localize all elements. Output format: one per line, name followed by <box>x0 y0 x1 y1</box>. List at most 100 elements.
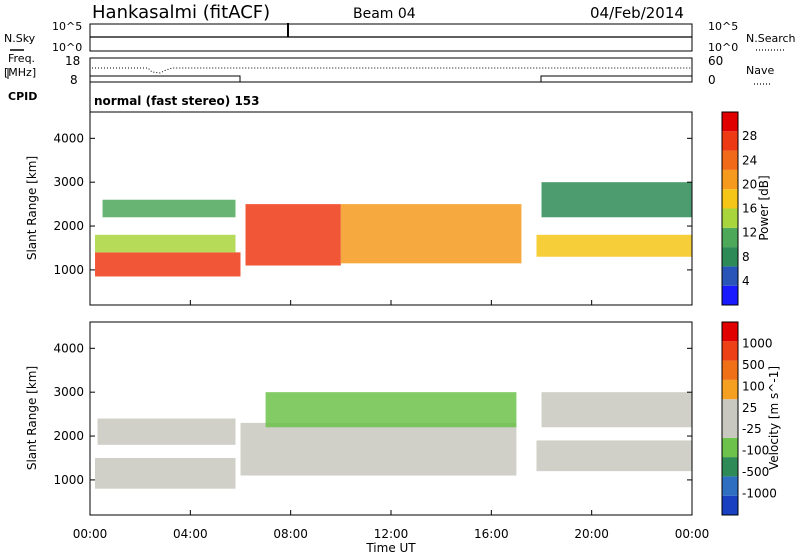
x-tick-0: 00:00 <box>73 527 108 541</box>
velocity-colorbar-cell-1 <box>722 476 738 496</box>
power-region-5 <box>536 234 692 257</box>
power-region-2 <box>102 199 236 218</box>
velocity-colorbar-cell-0 <box>722 495 738 515</box>
velocity-region-4 <box>536 440 692 472</box>
velocity-ylabel: Slant Range [km] <box>25 366 39 470</box>
velocity-colorbar-cell-4 <box>722 418 738 438</box>
power-colorbar-tick-0: 28 <box>742 129 757 143</box>
freq-label-2: [MHz] <box>4 66 36 79</box>
power-colorbar-cell-3 <box>722 227 738 248</box>
x-tick-1: 04:00 <box>173 527 208 541</box>
velocity-colorbar-cell-2 <box>722 457 738 477</box>
power-panel: 4000 3000 2000 1000 Slant Range [km] 28 24 20… <box>25 111 771 306</box>
velocity-colorbar-cell-3 <box>722 437 738 458</box>
velocity-panel: 4000 3000 2000 1000 Slant Range [km] 1000 50… <box>25 321 781 516</box>
power-colorbar-cell-4 <box>722 208 738 228</box>
power-colorbar-cell-2 <box>722 247 738 267</box>
power-ylabel: Slant Range [km] <box>25 156 39 260</box>
cpid-panel: CPID normal (fast stereo) 153 <box>8 82 260 112</box>
power-colorbar-tick-5: 8 <box>742 250 750 264</box>
station-title: Hankasalmi (fitACF) <box>92 2 270 23</box>
velocity-colorbar-tick-1: 500 <box>742 358 765 372</box>
velocity-colorbar-tick-7: -1000 <box>742 487 777 501</box>
x-axis-ticks: 00:00 04:00 08:00 12:00 16:00 20:00 00:00 <box>73 300 710 541</box>
velocity-region-5 <box>541 392 692 428</box>
velocity-region-1 <box>97 418 236 445</box>
power-ytick-2: 2000 <box>53 219 84 233</box>
nsearch-label: N.Search <box>746 32 796 45</box>
power-data-layer <box>95 182 692 277</box>
nave-label: Nave <box>746 64 774 77</box>
power-region-0 <box>95 252 241 277</box>
x-tick-2: 08:00 <box>273 527 308 541</box>
freq-tick-top: 18 <box>65 54 80 68</box>
power-colorbar-cell-1 <box>722 266 738 286</box>
velocity-ytick-2: 2000 <box>53 429 84 443</box>
nave-tick-top: 60 <box>708 54 723 68</box>
power-colorbar-frame <box>721 111 739 306</box>
power-colorbar-cell-9 <box>722 112 738 132</box>
power-colorbar-tick-1: 24 <box>742 153 757 167</box>
date-title: 04/Feb/2014 <box>590 4 684 22</box>
power-y-ticks: 4000 3000 2000 1000 <box>53 131 692 277</box>
nsky-tick-top: 10^5 <box>52 20 82 33</box>
power-region-6 <box>541 182 692 218</box>
power-colorbar-tick-2: 20 <box>742 177 757 191</box>
power-ytick-1: 3000 <box>53 175 84 189</box>
velocity-colorbar-cell-6 <box>722 379 738 400</box>
velocity-region-0 <box>95 457 236 489</box>
velocity-colorbar: 1000 500 100 25 -25 -100 -500 -1000 <box>721 321 777 516</box>
power-colorbar: 28 24 20 16 12 8 4 <box>721 111 757 306</box>
velocity-colorbar-frame <box>721 321 739 516</box>
power-colorbar-cell-7 <box>722 150 738 170</box>
nsky-panel: N.Sky 10^5 10^0 10^5 10^0 N.Search <box>4 20 796 54</box>
velocity-y-ticks: 4000 3000 2000 1000 <box>53 341 692 487</box>
cpid-label: CPID <box>8 90 37 103</box>
power-colorbar-cell-8 <box>722 131 738 151</box>
x-axis-label: Time UT <box>365 541 416 554</box>
x-tick-5: 20:00 <box>574 527 609 541</box>
power-region-3 <box>245 204 341 266</box>
cpid-text: normal (fast stereo) 153 <box>94 94 260 108</box>
beam-title: Beam 04 <box>353 6 416 22</box>
nsky-label: N.Sky <box>4 32 36 45</box>
velocity-data-layer <box>95 392 692 489</box>
power-ytick-0: 4000 <box>53 131 84 145</box>
freq-tick-bottom: 8 <box>70 73 78 87</box>
velocity-colorbar-cell-5 <box>722 399 738 419</box>
velocity-ytick-3: 1000 <box>53 473 84 487</box>
velocity-colorbar-tick-0: 1000 <box>742 336 773 350</box>
velocity-colorbar-cell-9 <box>722 322 738 342</box>
x-tick-4: 16:00 <box>474 527 509 541</box>
nave-tick-bottom: 0 <box>708 73 716 87</box>
power-region-1 <box>95 234 236 253</box>
velocity-colorbar-cell-8 <box>722 341 738 361</box>
velocity-colorbar-label: Velocity [m s^-1] <box>767 366 781 470</box>
x-tick-3: 12:00 <box>374 527 409 541</box>
nsky-tick-bottom: 10^0 <box>52 41 82 54</box>
freq-panel: Freq. [MHz] 18 8 60 0 Nave <box>4 52 774 87</box>
velocity-region-2 <box>240 422 517 476</box>
power-colorbar-cell-6 <box>722 169 738 190</box>
power-colorbar-label: Power [dB] <box>757 175 771 240</box>
velocity-colorbar-tick-2: 100 <box>742 379 765 393</box>
nsearch-tick-top: 10^5 <box>708 20 738 33</box>
power-colorbar-cell-0 <box>722 285 738 305</box>
velocity-colorbar-tick-4: -25 <box>742 422 762 436</box>
freq-trace <box>90 75 692 83</box>
power-ytick-3: 1000 <box>53 263 84 277</box>
nsearch-tick-bottom: 10^0 <box>708 41 738 54</box>
power-colorbar-tick-4: 12 <box>742 226 757 240</box>
power-colorbar-tick-6: 4 <box>742 274 750 288</box>
power-colorbar-tick-3: 16 <box>742 202 757 216</box>
x-tick-6: 00:00 <box>675 527 710 541</box>
velocity-colorbar-cell-7 <box>722 360 738 380</box>
freq-label-1: Freq. <box>8 52 35 65</box>
velocity-colorbar-tick-5: -100 <box>742 444 769 458</box>
velocity-colorbar-tick-6: -500 <box>742 465 769 479</box>
power-colorbar-cell-5 <box>722 189 738 209</box>
nave-trace <box>92 67 692 74</box>
power-region-4 <box>340 204 522 264</box>
velocity-region-3 <box>265 392 517 428</box>
